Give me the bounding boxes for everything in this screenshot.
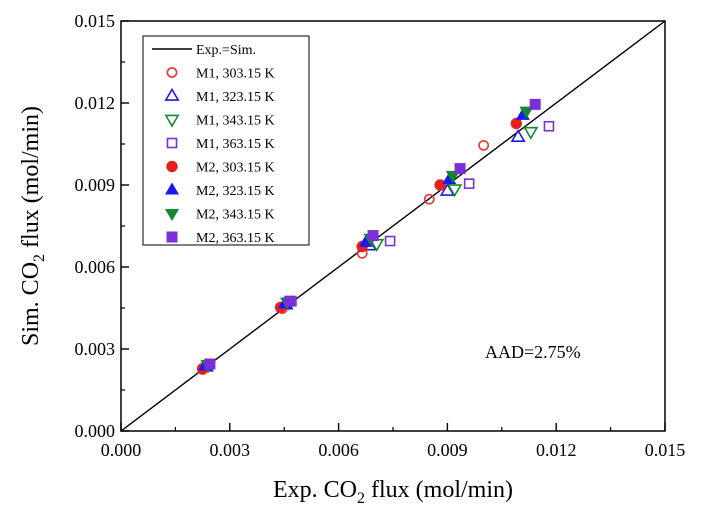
legend-marker	[166, 67, 178, 78]
legend-item: M2, 303.15 K	[166, 160, 275, 176]
data-point	[454, 163, 466, 175]
legend-label: M1, 343.15 K	[196, 114, 275, 129]
marks-layer	[120, 20, 666, 432]
data-point	[510, 129, 526, 142]
legend-item: M2, 323.15 K	[164, 182, 275, 199]
x-tick-label: 0.006	[318, 440, 359, 460]
ticks-layer: 0.000 0.003 0.006 0.009 0.012 0.015 0.000 0.003…	[75, 11, 686, 460]
legend-item: M1, 343.15 K	[164, 114, 275, 129]
legend: Exp.=Sim. M1, 303.15 K M1, 323.15 K M1, 343…	[142, 35, 310, 246]
x-tick-label: 0.012	[536, 440, 577, 460]
y-tick-label: 0.012	[75, 93, 116, 113]
y-axis-title-post: flux (mol/min)	[18, 106, 44, 254]
x-tick-label: 0.003	[210, 440, 251, 460]
y-tick-label: 0.009	[75, 175, 116, 195]
x-axis-title: Exp. CO2 flux (mol/min)	[273, 477, 513, 507]
data-point	[523, 126, 539, 140]
x-tick-label: 0.015	[645, 440, 686, 460]
y-axis-title-pre: Sim. CO	[18, 262, 44, 346]
data-point	[510, 117, 523, 130]
legend-label: M2, 323.15 K	[196, 184, 275, 199]
legend-label: M2, 363.15 K	[196, 231, 275, 246]
legend-marker	[164, 114, 180, 128]
legend-marker	[164, 87, 180, 101]
legend-label: Exp.=Sim.	[196, 43, 256, 58]
y-tick-label: 0.003	[75, 339, 116, 359]
legend-items: Exp.=Sim. M1, 303.15 K M1, 323.15 K M1, 343…	[152, 43, 275, 246]
legend-marker	[166, 231, 178, 243]
y-tick-label: 0.015	[75, 11, 116, 31]
data-point	[367, 230, 379, 242]
data-point	[463, 178, 475, 189]
legend-marker	[166, 137, 178, 149]
legend-item: M2, 363.15 K	[166, 231, 275, 246]
legend-label: M2, 343.15 K	[196, 208, 275, 223]
legend-item-reference: Exp.=Sim.	[152, 43, 256, 58]
legend-label: M1, 303.15 K	[196, 67, 275, 82]
legend-marker	[164, 208, 180, 221]
data-point	[384, 235, 396, 247]
x-tick-label: 0.000	[101, 440, 142, 460]
x-axis-title-sub: 2	[357, 490, 365, 507]
x-tick-label: 0.009	[427, 440, 468, 460]
legend-label: M1, 323.15 K	[196, 90, 275, 105]
x-axis-title-pre: Exp. CO	[273, 477, 357, 503]
legend-item: M1, 303.15 K	[166, 67, 275, 82]
data-point	[519, 106, 534, 119]
legend-label: M1, 363.15 K	[196, 137, 275, 152]
legend-marker	[164, 182, 180, 195]
data-point	[284, 295, 296, 307]
y-tick-label: 0.006	[75, 257, 116, 277]
data-point	[478, 139, 490, 151]
data-point	[447, 184, 463, 198]
y-tick-label: 0.000	[75, 421, 116, 441]
y-axis-title: Sim. CO2 flux (mol/min)	[18, 106, 48, 346]
data-point	[434, 179, 446, 191]
legend-marker	[166, 160, 178, 173]
data-point	[543, 120, 555, 132]
x-axis-title-post: flux (mol/min)	[365, 477, 513, 503]
data-point	[204, 358, 216, 370]
aad-annotation: AAD=2.75%	[485, 342, 581, 362]
legend-item: M2, 343.15 K	[164, 208, 275, 223]
y-axis-title-sub: 2	[31, 254, 48, 262]
series-8	[204, 98, 541, 370]
data-point	[423, 193, 435, 205]
legend-label: M2, 303.15 K	[196, 161, 275, 176]
legend-item: M1, 363.15 K	[166, 137, 275, 152]
data-point	[529, 98, 541, 110]
legend-item: M1, 323.15 K	[164, 87, 275, 105]
